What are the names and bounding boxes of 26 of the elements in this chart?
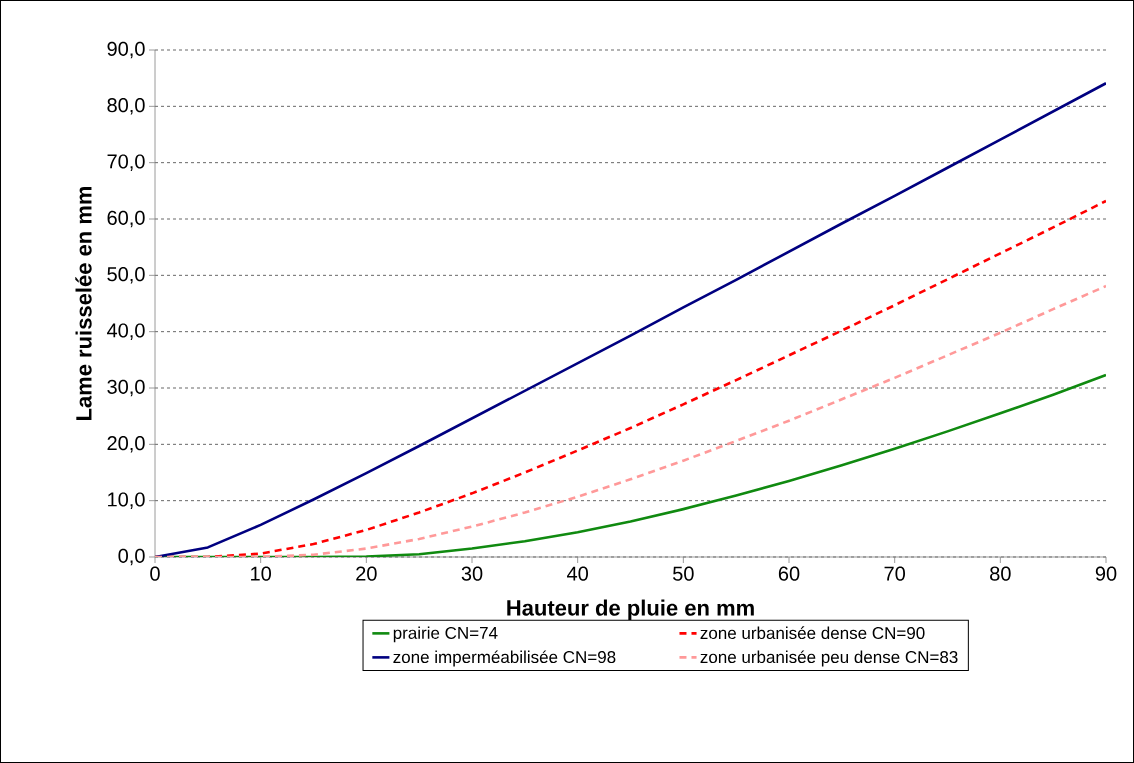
y-tick-label: 70,0	[107, 154, 145, 171]
y-tick-label: 20,0	[107, 436, 145, 453]
x-tick-label: 80	[990, 566, 1011, 581]
legend-label: zone urbanisée peu dense CN=83	[700, 650, 958, 667]
y-tick-label: 90,0	[107, 41, 145, 59]
x-tick-label: 30	[461, 566, 483, 581]
x-axis-title: Hauteur de pluie en mm	[507, 599, 754, 621]
x-tick-label: 0	[150, 566, 160, 581]
x-tick-label: 60	[778, 566, 800, 581]
y-tick-label: 60,0	[107, 210, 145, 228]
x-tick-label: 40	[567, 566, 588, 581]
legend-label: zone imperméabilisée CN=98	[393, 650, 616, 667]
x-tick-label: 70	[884, 566, 905, 581]
x-tick-label: 20	[356, 566, 377, 581]
x-tick-label: 90	[1095, 566, 1117, 581]
x-tick-label: 10	[251, 566, 271, 581]
x-tick-label: 50	[673, 566, 694, 581]
y-tick-label: 80,0	[107, 98, 145, 115]
y-axis-title: Lame ruisselée en mm	[75, 186, 92, 421]
legend-label: prairie CN=74	[393, 626, 498, 643]
y-tick-label: 40,0	[107, 323, 145, 340]
y-tick-label: 0,0	[118, 548, 145, 566]
y-tick-label: 30,0	[107, 379, 145, 397]
y-tick-label: 50,0	[107, 267, 145, 284]
legend-label: zone urbanisée dense CN=90	[700, 626, 925, 640]
y-tick-label: 10,0	[108, 492, 145, 509]
